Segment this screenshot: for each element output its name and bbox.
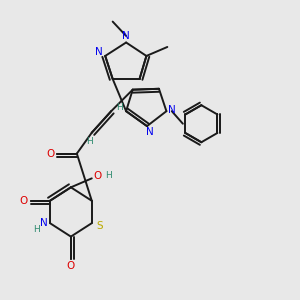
Text: O: O [20, 196, 28, 206]
Text: H: H [105, 172, 112, 181]
Text: H: H [116, 103, 123, 112]
Text: O: O [94, 171, 102, 181]
Text: N: N [95, 47, 103, 57]
Text: N: N [40, 218, 47, 228]
Text: H: H [86, 136, 93, 146]
Text: N: N [168, 105, 176, 115]
Text: S: S [96, 220, 103, 230]
Text: N: N [122, 31, 130, 41]
Text: H: H [33, 225, 40, 234]
Text: O: O [47, 148, 55, 159]
Text: O: O [67, 261, 75, 271]
Text: N: N [146, 127, 154, 137]
